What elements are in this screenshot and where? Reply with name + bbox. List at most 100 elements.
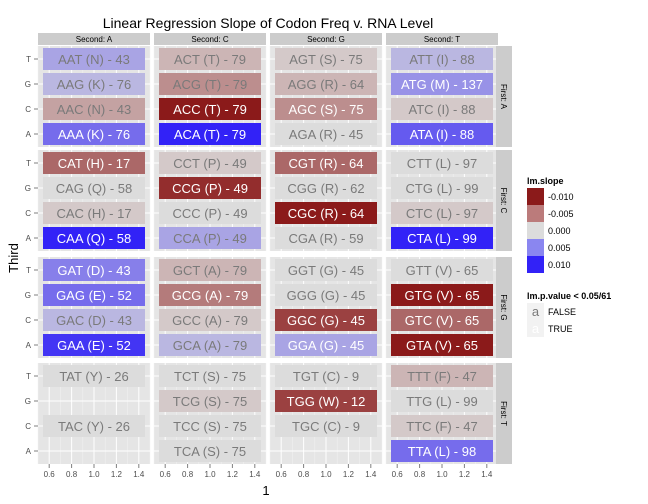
legend-swatch bbox=[527, 205, 544, 222]
legend-fill-label: -0.010 bbox=[548, 192, 574, 202]
legend-fill-key: 0.000 bbox=[527, 222, 571, 239]
codon-cell: TCC (S) - 75 bbox=[159, 415, 261, 437]
codon-label: GGG (G) - 45 bbox=[287, 288, 366, 303]
codon-label: CAC (H) - 17 bbox=[56, 206, 131, 221]
codon-tile bbox=[275, 98, 377, 120]
codon-label: ACA (T) - 79 bbox=[174, 127, 246, 142]
codon-cell: AAG (K) - 76 bbox=[43, 73, 145, 95]
codon-label: CCT (P) - 49 bbox=[173, 156, 246, 171]
codon-label: CTA (L) - 99 bbox=[407, 231, 477, 246]
strip-background bbox=[496, 46, 512, 147]
codon-tile bbox=[43, 227, 145, 249]
codon-cell: ACA (T) - 79 bbox=[159, 123, 261, 145]
y-tick-label: T bbox=[26, 159, 31, 168]
legend-key-background bbox=[527, 303, 544, 320]
x-tick-label: 1.0 bbox=[204, 470, 216, 479]
column-strip: Second: C bbox=[154, 33, 266, 45]
x-tick-label: 1.0 bbox=[436, 470, 448, 479]
codon-label: GAC (D) - 43 bbox=[56, 313, 132, 328]
codon-tile bbox=[391, 415, 493, 437]
x-tick: 0.6 bbox=[276, 464, 288, 479]
codon-cell: TGG (W) - 12 bbox=[275, 390, 377, 412]
codon-tile bbox=[43, 259, 145, 281]
codon-tile bbox=[43, 73, 145, 95]
codon-cell: CCG (P) - 49 bbox=[159, 177, 261, 199]
y-axis-title: Third bbox=[6, 243, 21, 273]
legend-fill-key: -0.005 bbox=[527, 205, 574, 222]
codon-cell: ATT (I) - 88 bbox=[391, 48, 493, 70]
codon-cell: CGA (R) - 59 bbox=[275, 227, 377, 249]
x-tick-label: 1.0 bbox=[320, 470, 332, 479]
codon-label: ACG (T) - 79 bbox=[173, 77, 247, 92]
x-axis-title: 1 bbox=[262, 483, 269, 498]
row-strip: First: G bbox=[496, 257, 512, 358]
x-tick: 0.8 bbox=[182, 464, 194, 479]
chart-title: Linear Regression Slope of Codon Freq v.… bbox=[103, 15, 433, 31]
codon-tile bbox=[159, 123, 261, 145]
codon-cell: CTT (L) - 97 bbox=[391, 152, 493, 174]
x-tick-label: 1.2 bbox=[227, 470, 239, 479]
codon-label: TAT (Y) - 26 bbox=[59, 369, 128, 384]
codon-tile bbox=[275, 390, 377, 412]
codon-tile bbox=[43, 98, 145, 120]
y-tick: A bbox=[26, 234, 38, 243]
codon-tile bbox=[275, 334, 377, 356]
legend-fill-label: 0.010 bbox=[548, 260, 571, 270]
x-tick: 0.6 bbox=[44, 464, 55, 479]
codon-label: TCG (S) - 75 bbox=[173, 394, 247, 409]
codon-label: GTC (V) - 65 bbox=[405, 313, 479, 328]
column-strip: Second: T bbox=[386, 33, 498, 45]
row-strip: First: T bbox=[496, 363, 512, 464]
codon-tile bbox=[159, 48, 261, 70]
codon-label: GCC (A) - 79 bbox=[172, 313, 248, 328]
codon-tile bbox=[275, 123, 377, 145]
y-tick-label: G bbox=[25, 291, 31, 300]
codon-label: GTA (V) - 65 bbox=[406, 338, 478, 353]
x-tick-label: 0.8 bbox=[298, 470, 310, 479]
legend-text-keys: a FALSE a TRUE bbox=[527, 303, 576, 337]
y-tick: T bbox=[26, 55, 38, 64]
codon-cell: AGT (S) - 75 bbox=[275, 48, 377, 70]
x-tick: 1.4 bbox=[365, 464, 377, 479]
codon-cell: TCG (S) - 75 bbox=[159, 390, 261, 412]
y-tick: C bbox=[25, 209, 38, 218]
y-tick: T bbox=[26, 372, 38, 381]
legend-key-glyph: a bbox=[532, 304, 540, 319]
y-tick-label: C bbox=[25, 316, 31, 325]
x-tick: 1.0 bbox=[204, 464, 216, 479]
codon-label: AGT (S) - 75 bbox=[289, 52, 362, 67]
y-tick: G bbox=[25, 80, 38, 89]
codon-cell: CAC (H) - 17 bbox=[43, 202, 145, 224]
y-tick-label: G bbox=[25, 80, 31, 89]
codon-cell: AAA (K) - 76 bbox=[43, 123, 145, 145]
codon-label: CAT (H) - 17 bbox=[58, 156, 130, 171]
codon-label: TAC (Y) - 26 bbox=[58, 419, 130, 434]
codon-tile bbox=[43, 48, 145, 70]
codon-label: GTG (V) - 65 bbox=[404, 288, 479, 303]
row-strip: First: A bbox=[496, 46, 512, 147]
codon-label: TTG (L) - 99 bbox=[406, 394, 478, 409]
codon-label: GGT (G) - 45 bbox=[288, 263, 364, 278]
y-tick-label: C bbox=[25, 105, 31, 114]
codon-cell: GAG (E) - 52 bbox=[43, 284, 145, 306]
row-strip-label: First: G bbox=[499, 294, 508, 320]
y-tick-label: C bbox=[25, 209, 31, 218]
x-tick-label: 0.6 bbox=[276, 470, 288, 479]
codon-tile bbox=[43, 415, 145, 437]
codon-cell: GAA (E) - 52 bbox=[43, 334, 145, 356]
codon-cell: AAT (N) - 43 bbox=[43, 48, 145, 70]
x-tick: 1.2 bbox=[227, 464, 239, 479]
codon-tile bbox=[391, 309, 493, 331]
codon-tile bbox=[391, 390, 493, 412]
x-tick: 1.0 bbox=[88, 464, 100, 479]
codon-label: TGG (W) - 12 bbox=[287, 394, 366, 409]
codon-tile bbox=[159, 202, 261, 224]
strip-background bbox=[496, 150, 512, 251]
codon-cell: TTC (F) - 47 bbox=[391, 415, 493, 437]
y-tick-label: T bbox=[26, 266, 31, 275]
codon-tile bbox=[275, 227, 377, 249]
y-tick: C bbox=[25, 422, 38, 431]
codon-label: CGA (R) - 59 bbox=[288, 231, 363, 246]
codon-label: TTC (F) - 47 bbox=[406, 419, 478, 434]
